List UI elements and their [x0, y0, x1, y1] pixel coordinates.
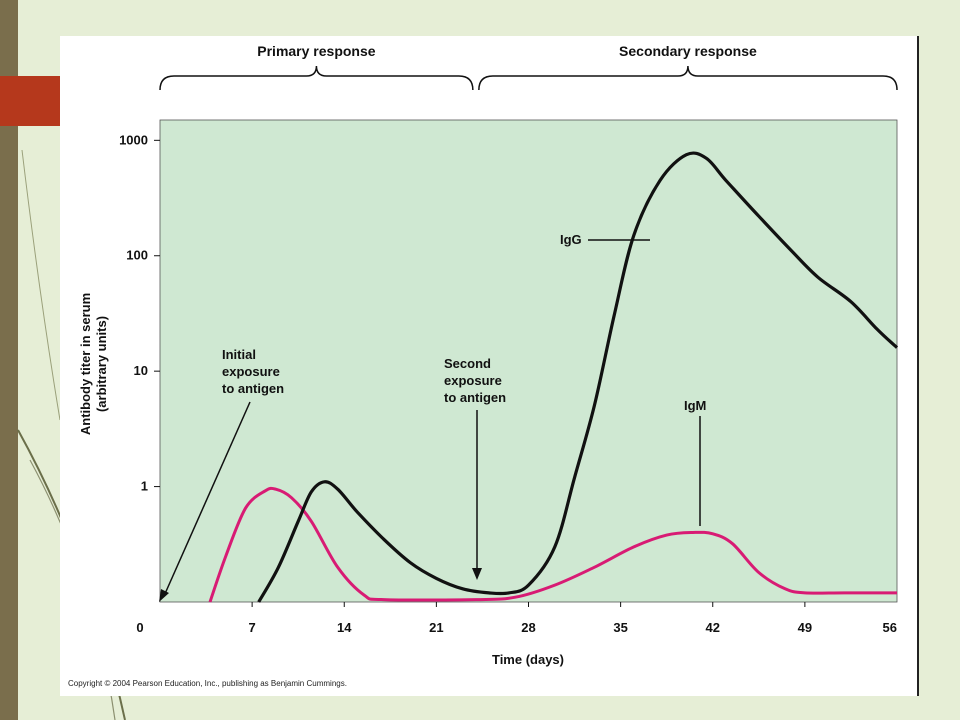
x-tick-label: 7: [249, 620, 256, 635]
x-tick-label: 0: [136, 620, 143, 635]
x-tick-label: 28: [521, 620, 535, 635]
y-tick-label: 1000: [119, 132, 148, 147]
copyright-notice: Copyright © 2004 Pearson Education, Inc.…: [68, 679, 347, 688]
second-exposure-line-3: to antigen: [444, 390, 506, 405]
y-tick-label: 10: [134, 363, 148, 378]
igg-series-line: [257, 151, 899, 603]
y-axis-title-line-2: (arbitrary units): [94, 316, 109, 412]
second-exposure-arrowhead: [472, 568, 482, 580]
plot-area: [159, 119, 898, 603]
y-axis: 1 10 100 1000: [119, 132, 160, 494]
igm-series-line: [208, 486, 897, 603]
x-axis-title: Time (days): [492, 652, 564, 667]
second-exposure-line-1: Second: [444, 356, 491, 371]
initial-exposure-line-1: Initial: [222, 347, 256, 362]
x-tick-label: 49: [798, 620, 812, 635]
slide-decor-curve: [21, 149, 61, 421]
secondary-response-label: Secondary response: [619, 43, 757, 59]
y-axis-title-line-1: Antibody titer in serum: [78, 293, 93, 435]
y-tick-label: 1: [141, 479, 148, 494]
slide-accent-block: [0, 76, 60, 126]
second-exposure-line-2: exposure: [444, 373, 502, 388]
x-tick-label: 21: [429, 620, 443, 635]
initial-exposure-line-3: to antigen: [222, 381, 284, 396]
initial-exposure-arrowhead: [159, 589, 169, 602]
initial-exposure-line-2: exposure: [222, 364, 280, 379]
x-axis: 0 7 14 21 28 35 42 49 56: [136, 602, 897, 635]
x-tick-label: 56: [883, 620, 897, 635]
slide-left-stripe: [0, 0, 18, 720]
secondary-response-brace: [478, 65, 898, 91]
x-tick-label: 42: [706, 620, 720, 635]
initial-exposure-arrow: [163, 401, 251, 597]
primary-response-label: Primary response: [257, 43, 375, 59]
igm-series-label: IgM: [684, 398, 706, 413]
y-tick-label: 100: [126, 248, 148, 263]
figure-panel: Primary response Secondary response 1 10 1…: [60, 36, 919, 696]
primary-response-brace: [159, 65, 474, 91]
antibody-response-chart: Primary response Secondary response 1101…: [68, 43, 899, 688]
igg-series-label: IgG: [560, 232, 582, 247]
x-tick-label: 14: [337, 620, 352, 635]
x-tick-label: 35: [613, 620, 627, 635]
